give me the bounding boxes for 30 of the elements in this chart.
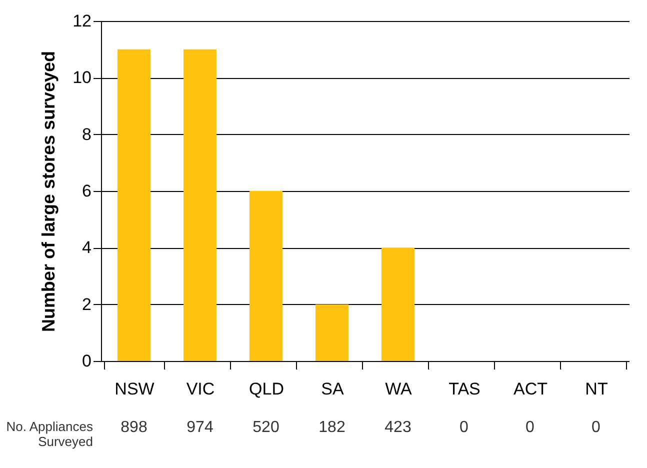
bar	[382, 248, 414, 361]
y-tick-label: 4	[82, 238, 92, 258]
x-tick-label: VIC	[186, 380, 215, 398]
x-tick-label: NT	[585, 380, 608, 398]
y-tick-label: 0	[82, 352, 92, 370]
text: 423	[384, 419, 412, 436]
bar	[184, 49, 216, 361]
y-tick-label: 10	[72, 68, 92, 88]
x-tick-label: NSW	[114, 380, 154, 398]
x-tick-label: ACT	[514, 380, 548, 398]
text: 0	[592, 419, 601, 436]
x-tick-label: TAS	[448, 380, 480, 398]
text: 0	[526, 419, 535, 436]
text: No. Appliances Surveyed	[6, 419, 94, 449]
text: 520	[252, 419, 280, 436]
y-tick-label: 8	[82, 124, 92, 144]
text: 182	[318, 419, 346, 436]
text: 974	[186, 419, 214, 436]
y-tick-label: 2	[82, 294, 92, 314]
y-axis-title: Number of large stores surveyed	[38, 50, 59, 332]
y-tick-label: 12	[72, 12, 92, 30]
y-tick-label: 6	[82, 182, 92, 200]
bar	[250, 191, 282, 361]
x-tick-label: QLD	[249, 380, 284, 398]
bar	[316, 304, 348, 361]
x-tick-label: SA	[321, 380, 344, 398]
text: 898	[120, 419, 148, 436]
text: 0	[460, 419, 469, 436]
x-tick-label: WA	[385, 380, 413, 398]
bar	[118, 49, 150, 361]
